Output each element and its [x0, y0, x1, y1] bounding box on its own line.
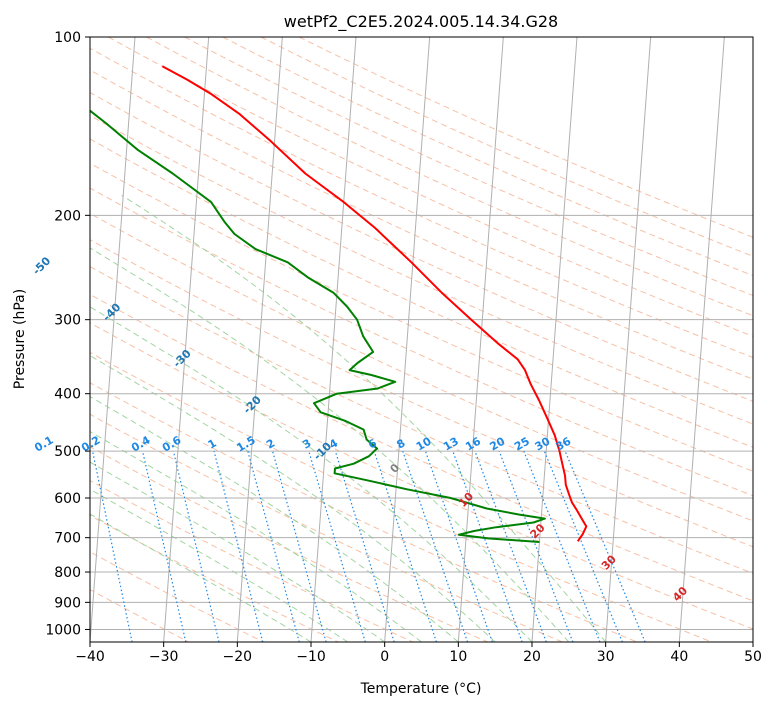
- dry-adiabat-line: [223, 37, 775, 642]
- dry-adiabat-line: [299, 37, 775, 642]
- dry-adiabat-line: [0, 37, 189, 642]
- isotherm-line: [679, 37, 724, 642]
- y-axis-label: Pressure (hPa): [12, 289, 28, 389]
- mixing-ratio-line: [565, 451, 645, 642]
- x-tick-label: 20: [523, 649, 541, 665]
- chart-title: wetPf2_C2E5.2024.005.14.34.G28: [284, 12, 558, 32]
- mixing-ratio-line: [374, 451, 436, 642]
- y-tick-label: 300: [54, 313, 81, 329]
- y-tick-label: 800: [54, 565, 81, 581]
- isotherm-label: -50: [30, 254, 53, 277]
- isotherm-label: 40: [670, 584, 690, 604]
- dry-adiabat-line: [0, 37, 775, 642]
- y-tick-label: 100: [54, 30, 81, 46]
- mixing-ratio-line: [93, 451, 132, 642]
- mixing-ratio-line: [524, 451, 600, 642]
- mixing-ratio-label: 3: [300, 437, 313, 452]
- y-tick-label: 600: [54, 491, 81, 507]
- x-axis-label: Temperature (°C): [360, 681, 482, 697]
- isotherm-label: -30: [171, 347, 194, 370]
- mixing-ratio-line: [173, 451, 219, 642]
- dry-adiabat-line: [0, 37, 338, 642]
- dry-adiabat-line: [0, 37, 637, 642]
- y-tick-label: 500: [54, 444, 81, 460]
- x-tick-label: 30: [597, 649, 615, 665]
- y-tick-label: 400: [54, 387, 81, 403]
- isotherm-line: [164, 37, 209, 642]
- isotherm-line: [311, 37, 356, 642]
- mixing-ratio-line: [499, 451, 573, 642]
- temperature-profile-line: [162, 66, 586, 541]
- mixing-ratio-label: 1: [206, 437, 219, 452]
- y-tick-label: 1000: [45, 622, 81, 638]
- dewpoint-profile-line: [0, 37, 545, 542]
- x-tick-label: −20: [223, 649, 253, 665]
- y-tick-label: 700: [54, 531, 81, 547]
- isotherm-label: 30: [599, 552, 619, 572]
- dry-adiabat-line: [0, 37, 413, 642]
- y-tick-label: 900: [54, 595, 81, 611]
- mixing-ratio-line: [143, 451, 186, 642]
- x-tick-label: 50: [744, 649, 762, 665]
- x-tick-label: −10: [296, 649, 326, 665]
- x-tick-label: −30: [149, 649, 179, 665]
- x-tick-label: 0: [380, 649, 389, 665]
- mixing-ratio-label: 0.1: [32, 434, 55, 455]
- dry-adiabat-line: [108, 37, 775, 642]
- dry-adiabat-line: [0, 37, 712, 642]
- isotherm-label: 0: [388, 461, 403, 476]
- isotherm-line: [753, 37, 775, 642]
- isotherm-line: [532, 37, 577, 642]
- moist-adiabat-line: [122, 195, 606, 642]
- isotherm-label: 10: [456, 490, 476, 510]
- mixing-ratio-line: [544, 451, 622, 642]
- isotherm-line: [237, 37, 282, 642]
- moist-adiabat-line: [0, 195, 348, 642]
- y-tick-label: 200: [54, 208, 81, 224]
- x-tick-label: −40: [75, 649, 105, 665]
- x-tick-label: 40: [670, 649, 688, 665]
- x-tick-label: 10: [449, 649, 467, 665]
- isotherm-line: [458, 37, 503, 642]
- mixing-ratio-line: [475, 451, 546, 642]
- isotherm-label: -40: [100, 300, 123, 323]
